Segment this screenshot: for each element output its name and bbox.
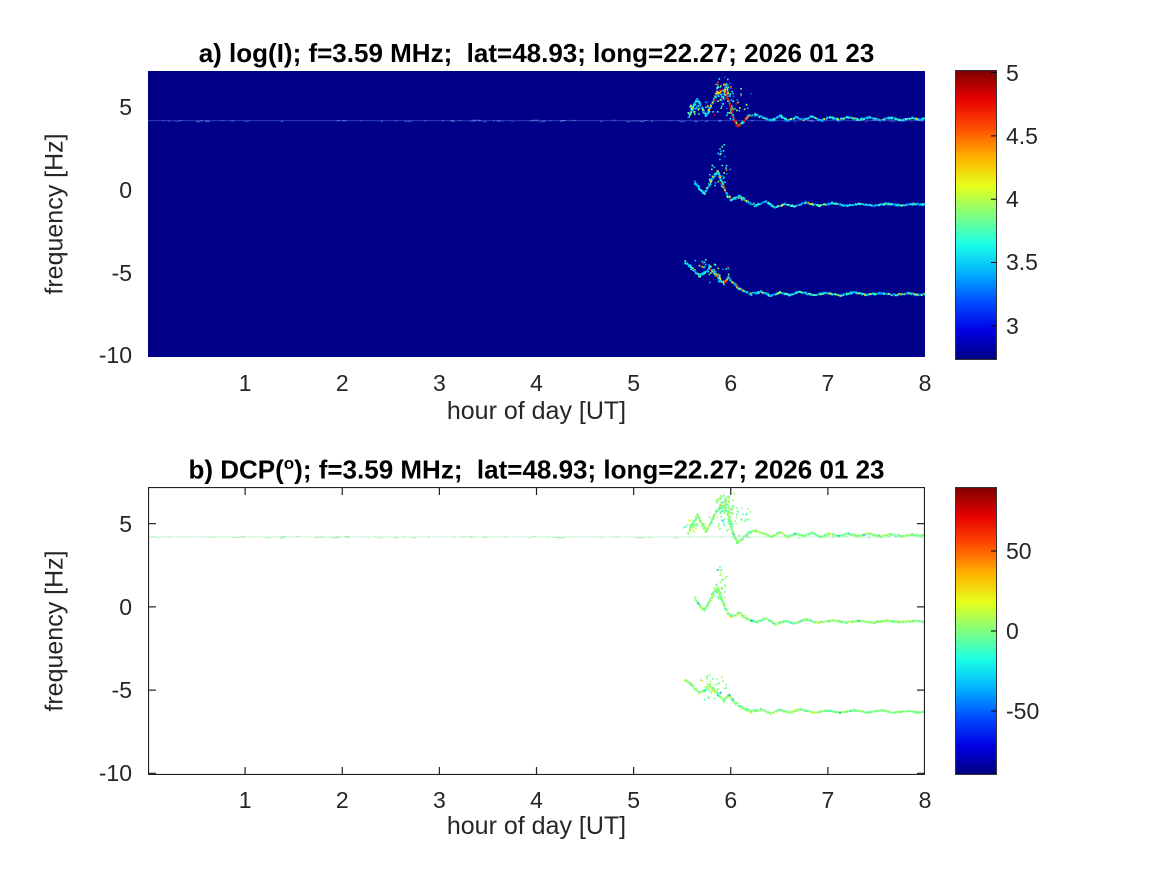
panel-a-y-tick-label: 0 [119, 177, 132, 204]
panel-b-colorbar [955, 487, 997, 775]
panel-b-x-tick-label: 4 [530, 787, 543, 813]
panel-a-x-tick-label: 1 [238, 370, 252, 396]
panel-b-x-tick-label: 5 [627, 787, 641, 813]
panel-b-y-tick-label: -5 [111, 677, 132, 704]
degree-superscript: o [283, 454, 295, 473]
panel-a-x-axis-label: hour of day [UT] [446, 397, 627, 425]
panel-b-x-tick-label: 1 [238, 787, 252, 813]
panel-a-x-tick-label: 7 [821, 370, 835, 396]
panel-a-x-tick-label: 5 [627, 370, 641, 396]
panel-b-y-tick-label: 5 [119, 510, 132, 537]
panel-a-colorbar-tick-label: 3.5 [1006, 249, 1038, 276]
panel-a-y-tick-label: 5 [119, 94, 132, 121]
panel-b-title: b) DCP(o); f=3.59 MHz; lat=48.93; long=2… [148, 455, 925, 484]
panel-b-x-tick-label: 6 [724, 787, 738, 813]
panel-b-x-tick-label: 8 [918, 787, 932, 813]
panel-b-colorbar-tick-label: -50 [1006, 698, 1040, 724]
panel-b-plot [148, 487, 925, 775]
panel-b-title-post: ); f=3.59 MHz; lat=48.93; long=22.27; 20… [294, 454, 885, 485]
panel-a-plot [148, 71, 925, 357]
panel-b-y-tick-label: -10 [98, 760, 132, 787]
panel-a-colorbar-tick-label: 3 [1006, 312, 1019, 339]
panel-a-x-tick-label: 2 [335, 370, 349, 396]
panel-b-title-pre: b) DCP( [188, 454, 284, 485]
panel-a-colorbar [955, 70, 997, 360]
panel-a-x-tick-label: 6 [724, 370, 738, 396]
panel-a-colorbar-tick-label: 4.5 [1006, 122, 1038, 149]
panel-b-colorbar-tick-label: 0 [1006, 618, 1019, 644]
panel-a-x-tick-label: 4 [530, 370, 543, 396]
panel-a-colorbar-tick-label: 4 [1006, 186, 1019, 213]
panel-b-x-tick-label: 2 [335, 787, 349, 813]
panel-b-x-tick-label: 7 [821, 787, 835, 813]
panel-a-y-tick-label: -5 [111, 259, 132, 286]
panel-b-x-tick-label: 3 [432, 787, 446, 813]
panel-b-colorbar-tick-label: 50 [1006, 538, 1032, 564]
panel-b-y-tick-label: 0 [119, 593, 132, 620]
panel-a-y-tick-label: -10 [98, 342, 132, 369]
panel-a-x-tick-label: 3 [432, 370, 446, 396]
panel-a-colorbar-tick-label: 5 [1006, 59, 1019, 86]
panel-a-title: a) log(I); f=3.59 MHz; lat=48.93; long=2… [198, 38, 875, 68]
panel-a-x-tick-label: 8 [918, 370, 932, 396]
panel-b-x-axis-label: hour of day [UT] [446, 812, 627, 840]
